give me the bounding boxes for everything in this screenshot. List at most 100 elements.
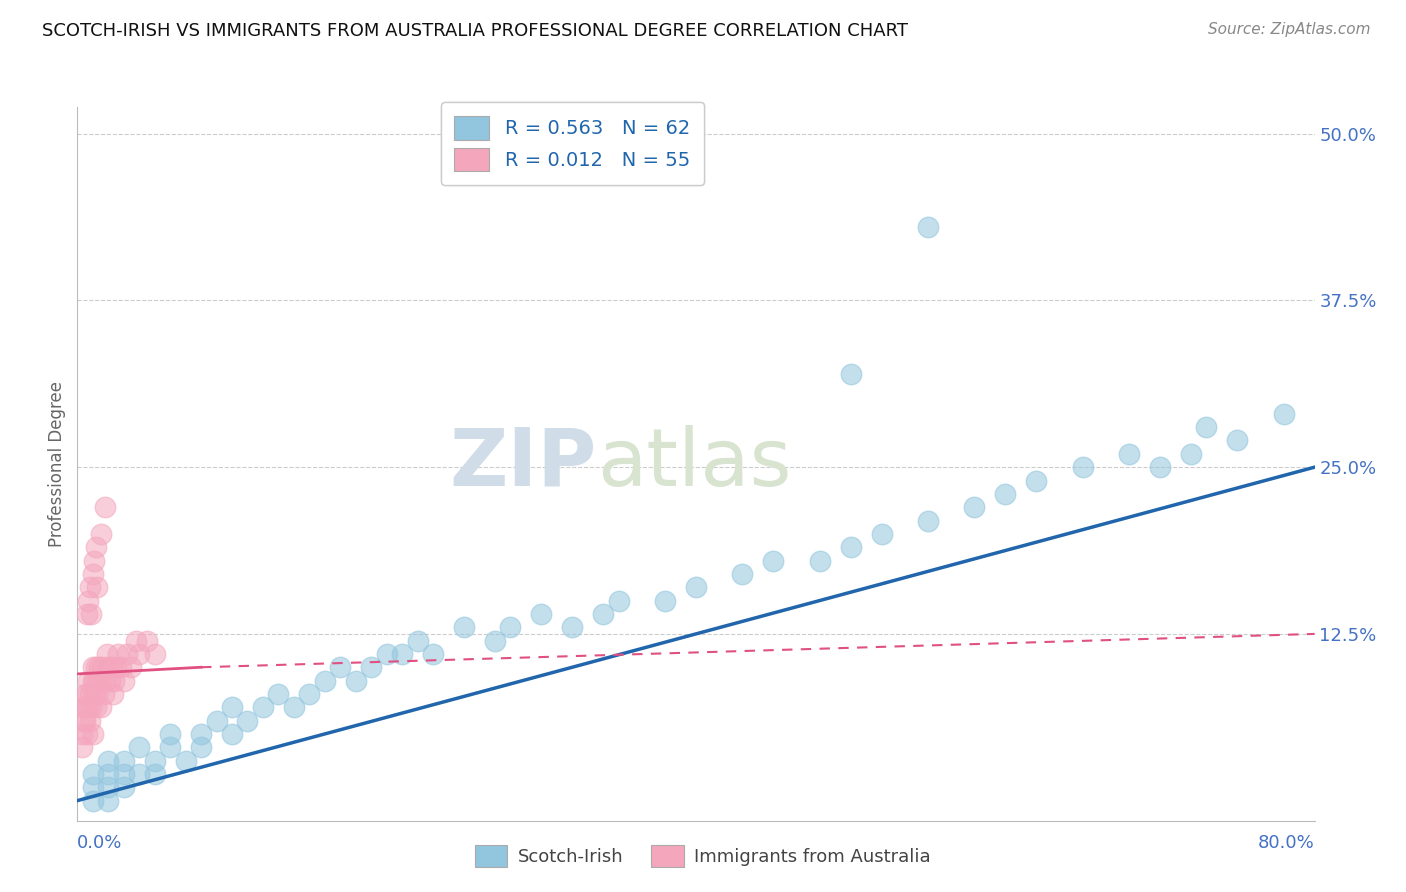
Point — [80, 607, 103, 621]
Point — [97, 794, 120, 808]
Point — [917, 514, 939, 528]
Point — [100, 660, 122, 674]
Point — [391, 647, 413, 661]
Point — [143, 647, 166, 661]
Point — [654, 593, 676, 607]
Point — [97, 780, 120, 795]
Point — [82, 727, 104, 741]
Point — [86, 673, 108, 688]
Point — [107, 647, 129, 661]
Point — [1195, 420, 1218, 434]
Point — [561, 620, 583, 634]
Point — [190, 740, 212, 755]
Text: Source: ZipAtlas.com: Source: ZipAtlas.com — [1208, 22, 1371, 37]
Point — [94, 673, 117, 688]
Point — [79, 687, 101, 701]
Point — [839, 540, 862, 554]
Point — [86, 580, 108, 594]
Point — [143, 767, 166, 781]
Point — [128, 647, 150, 661]
Point — [90, 700, 112, 714]
Text: 0.0%: 0.0% — [77, 834, 122, 852]
Point — [77, 673, 100, 688]
Point — [82, 673, 104, 688]
Point — [82, 794, 104, 808]
Point — [298, 687, 321, 701]
Point — [96, 647, 118, 661]
Point — [236, 714, 259, 728]
Point — [453, 620, 475, 634]
Point — [128, 740, 150, 755]
Point — [221, 700, 243, 714]
Point — [97, 767, 120, 781]
Point — [344, 673, 367, 688]
Point — [82, 566, 104, 581]
Point — [75, 714, 96, 728]
Point — [283, 700, 305, 714]
Point — [75, 687, 96, 701]
Point — [79, 714, 101, 728]
Point — [1118, 447, 1140, 461]
Point — [607, 593, 630, 607]
Point — [93, 687, 115, 701]
Point — [70, 740, 93, 755]
Point — [84, 700, 107, 714]
Point — [76, 687, 98, 701]
Point — [112, 754, 135, 768]
Point — [112, 780, 135, 795]
Text: atlas: atlas — [598, 425, 792, 503]
Point — [115, 647, 138, 661]
Point — [360, 660, 382, 674]
Point — [159, 727, 181, 741]
Point — [685, 580, 707, 594]
Point — [86, 687, 108, 701]
Point — [406, 633, 429, 648]
Point — [267, 687, 290, 701]
Point — [125, 633, 148, 648]
Point — [103, 673, 125, 688]
Point — [90, 527, 112, 541]
Point — [963, 500, 986, 515]
Point — [90, 673, 112, 688]
Point — [72, 714, 94, 728]
Point — [105, 660, 128, 674]
Point — [870, 527, 893, 541]
Point — [422, 647, 444, 661]
Point — [839, 367, 862, 381]
Point — [84, 540, 107, 554]
Point — [159, 740, 181, 755]
Point — [87, 660, 110, 674]
Point — [143, 754, 166, 768]
Point — [80, 700, 103, 714]
Point — [77, 593, 100, 607]
Point — [136, 633, 159, 648]
Point — [375, 647, 398, 661]
Point — [121, 660, 143, 674]
Point — [83, 673, 105, 688]
Point — [731, 566, 754, 581]
Point — [94, 500, 117, 515]
Point — [762, 553, 785, 567]
Point — [76, 607, 98, 621]
Point — [83, 687, 105, 701]
Point — [75, 700, 96, 714]
Point — [77, 700, 100, 714]
Point — [484, 633, 506, 648]
Point — [79, 580, 101, 594]
Text: ZIP: ZIP — [450, 425, 598, 503]
Y-axis label: Professional Degree: Professional Degree — [48, 381, 66, 547]
Point — [174, 754, 197, 768]
Point — [97, 660, 120, 674]
Point — [97, 754, 120, 768]
Point — [83, 553, 105, 567]
Point — [70, 727, 93, 741]
Point — [112, 673, 135, 688]
Point — [1025, 474, 1047, 488]
Point — [592, 607, 614, 621]
Point — [112, 767, 135, 781]
Text: 80.0%: 80.0% — [1258, 834, 1315, 852]
Point — [1180, 447, 1202, 461]
Point — [994, 487, 1017, 501]
Point — [128, 767, 150, 781]
Point — [1226, 434, 1249, 448]
